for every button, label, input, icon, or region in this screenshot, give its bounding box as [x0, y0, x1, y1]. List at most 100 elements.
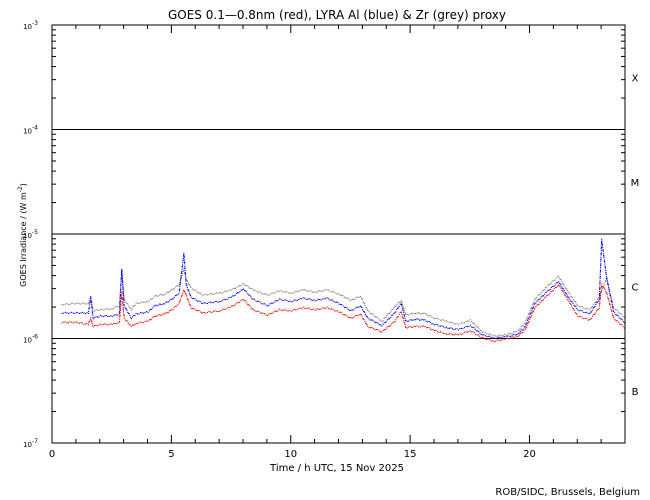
data-point: [153, 315, 155, 318]
data-point: [179, 301, 181, 303]
data-point: [612, 310, 614, 312]
data-point: [225, 299, 227, 301]
data-point: [274, 292, 276, 294]
data-point: [444, 333, 446, 335]
data-point: [72, 322, 74, 324]
data-point: [166, 301, 168, 303]
data-point: [542, 295, 545, 297]
data-point: [122, 309, 125, 311]
data-point: [87, 312, 89, 315]
data-point: [600, 247, 602, 249]
data-point: [162, 313, 164, 315]
data-point: [102, 316, 104, 318]
data-point: [206, 294, 209, 296]
data-point: [81, 302, 83, 304]
data-point: [615, 309, 617, 311]
data-point: [208, 294, 210, 296]
data-point: [94, 317, 96, 319]
data-point: [599, 269, 602, 271]
data-point: [493, 340, 495, 343]
data-point: [121, 280, 124, 282]
data-point: [393, 306, 395, 308]
data-point: [83, 312, 85, 314]
data-point: [111, 316, 113, 318]
data-point: [302, 297, 304, 299]
data-point: [441, 325, 443, 327]
data-point: [539, 301, 541, 303]
data-point: [353, 309, 355, 311]
data-point: [135, 312, 137, 315]
data-point: [383, 317, 385, 320]
data-point: [222, 308, 224, 310]
data-point: [354, 315, 356, 317]
data-point: [91, 306, 93, 308]
data-point: [61, 312, 63, 314]
data-point: [581, 310, 583, 312]
data-point: [385, 316, 387, 318]
data-point: [197, 310, 199, 312]
data-point: [541, 300, 543, 302]
data-point: [609, 293, 611, 295]
data-point: [541, 295, 543, 297]
data-point: [402, 311, 405, 313]
data-point: [89, 302, 91, 304]
data-point: [598, 307, 600, 309]
data-point: [151, 318, 153, 320]
data-point: [314, 291, 316, 293]
data-point: [533, 306, 535, 308]
data-point: [311, 291, 313, 293]
data-point: [475, 333, 477, 335]
data-point: [577, 309, 579, 311]
data-point: [235, 303, 237, 305]
data-point: [281, 290, 283, 293]
data-point: [184, 265, 186, 267]
data-point: [187, 280, 189, 282]
y-tick-label: 10-6: [23, 334, 38, 345]
data-point: [185, 278, 187, 280]
data-point: [265, 314, 267, 316]
data-point: [316, 299, 318, 301]
data-point: [599, 303, 601, 305]
data-point: [198, 310, 200, 312]
data-point: [213, 310, 215, 312]
data-point: [445, 320, 448, 322]
data-point: [179, 300, 181, 302]
data-point: [553, 285, 555, 287]
data-point: [280, 298, 282, 300]
data-point: [521, 332, 523, 334]
data-point: [471, 322, 474, 324]
data-point: [403, 308, 405, 310]
data-point: [325, 298, 327, 300]
data-point: [180, 277, 182, 279]
data-point: [409, 319, 411, 321]
data-point: [183, 267, 185, 270]
data-point: [526, 317, 528, 320]
data-point: [237, 302, 239, 304]
data-point: [120, 287, 122, 289]
data-point: [264, 293, 266, 295]
data-point: [495, 335, 497, 337]
data-point: [121, 275, 123, 278]
data-point: [414, 312, 416, 315]
data-point: [615, 314, 617, 316]
data-point: [604, 263, 606, 265]
data-point: [299, 297, 301, 300]
data-point: [329, 290, 331, 292]
data-point: [362, 318, 364, 320]
data-point: [520, 329, 522, 331]
data-point: [381, 325, 383, 327]
data-point: [317, 290, 319, 292]
data-point: [287, 300, 289, 303]
data-point: [603, 255, 605, 257]
data-point: [502, 334, 504, 336]
data-point: [601, 242, 603, 244]
data-point: [613, 317, 615, 319]
data-point: [378, 324, 380, 326]
data-point: [602, 287, 604, 289]
data-point: [608, 302, 610, 304]
data-point: [413, 319, 415, 321]
data-point: [609, 304, 611, 306]
data-point: [489, 335, 491, 337]
data-point: [180, 296, 182, 298]
data-point: [181, 295, 183, 297]
